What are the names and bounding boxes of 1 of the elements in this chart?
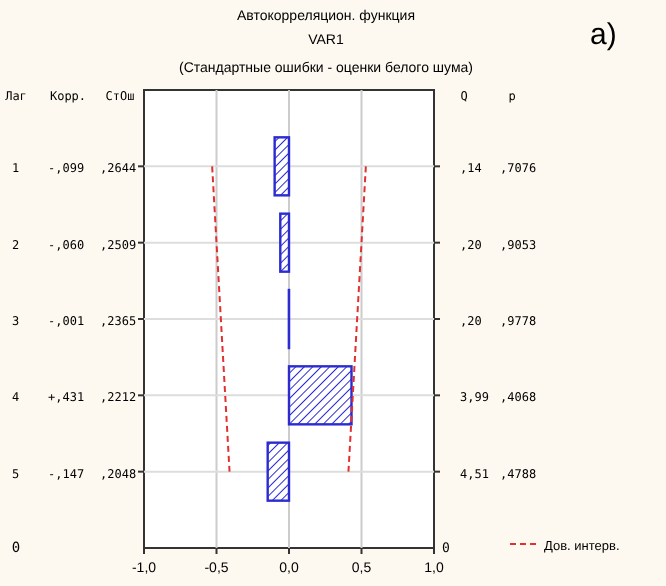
text: а) <box>590 18 617 52</box>
